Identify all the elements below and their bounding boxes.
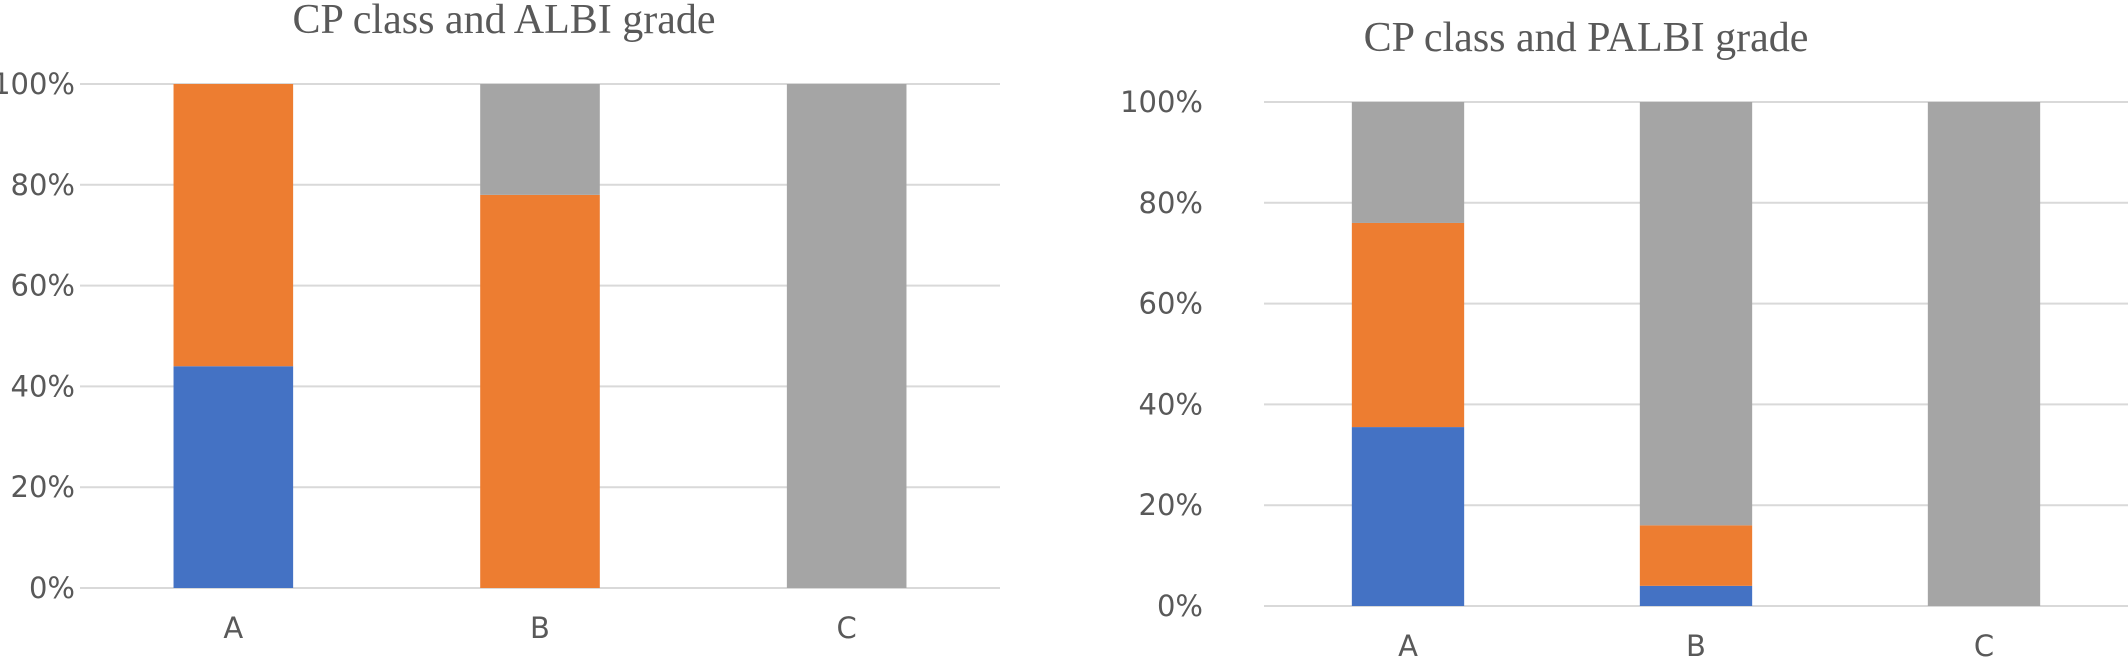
x-category-label: C — [1974, 629, 1994, 659]
y-tick-label: 20% — [1139, 488, 1203, 522]
x-category-label: B — [1686, 629, 1706, 659]
x-category-label: A — [1398, 629, 1418, 659]
x-category-label: C — [837, 611, 857, 645]
y-tick-label: 100% — [0, 67, 75, 101]
y-tick-label: 80% — [1139, 186, 1203, 220]
y-tick-label: 100% — [1120, 85, 1203, 119]
x-category-label: B — [530, 611, 550, 645]
bar-segment-c-3 — [786, 84, 907, 588]
y-tick-label: 0% — [29, 571, 75, 605]
bar-segment-c-3 — [1927, 102, 2041, 606]
y-tick-label: 20% — [11, 470, 75, 504]
y-tick-label: 80% — [11, 168, 75, 202]
y-tick-label: 40% — [1139, 387, 1203, 421]
bar-segment-a-2 — [173, 84, 294, 367]
y-tick-label: 40% — [11, 369, 75, 403]
y-tick-label: 60% — [1139, 287, 1203, 321]
chart-title: CP class and PALBI grade — [1364, 15, 1809, 61]
y-tick-label: 0% — [1157, 589, 1203, 623]
bar-segment-a-1 — [173, 366, 294, 588]
palbi-chart: CP class and PALBI grade 0% 20% 40% 60% 80% 1… — [1064, 0, 2128, 659]
palbi-chart-svg: CP class and PALBI grade 0% 20% 40% 60% 80% 1… — [1120, 15, 2128, 659]
bar-segment-a-1 — [1351, 427, 1465, 606]
chart-title: CP class and ALBI grade — [292, 0, 715, 43]
bar-segment-b-1 — [1639, 585, 1753, 606]
albi-chart-svg: CP class and ALBI grade 0% 20% 40% 60% 80% 10… — [0, 0, 1000, 645]
bar-segment-b-3 — [1639, 102, 1753, 526]
x-category-label: A — [223, 611, 243, 645]
bar-segment-a-3 — [1351, 102, 1465, 223]
bar-segment-b-3 — [480, 84, 600, 195]
albi-chart: CP class and ALBI grade 0% 20% 40% 60% 80% 10… — [0, 0, 1000, 645]
bar-segment-a-2 — [1351, 222, 1465, 428]
bar-segment-b-2 — [1639, 525, 1753, 586]
y-tick-label: 60% — [11, 269, 75, 303]
bar-segment-b-2 — [480, 194, 600, 588]
